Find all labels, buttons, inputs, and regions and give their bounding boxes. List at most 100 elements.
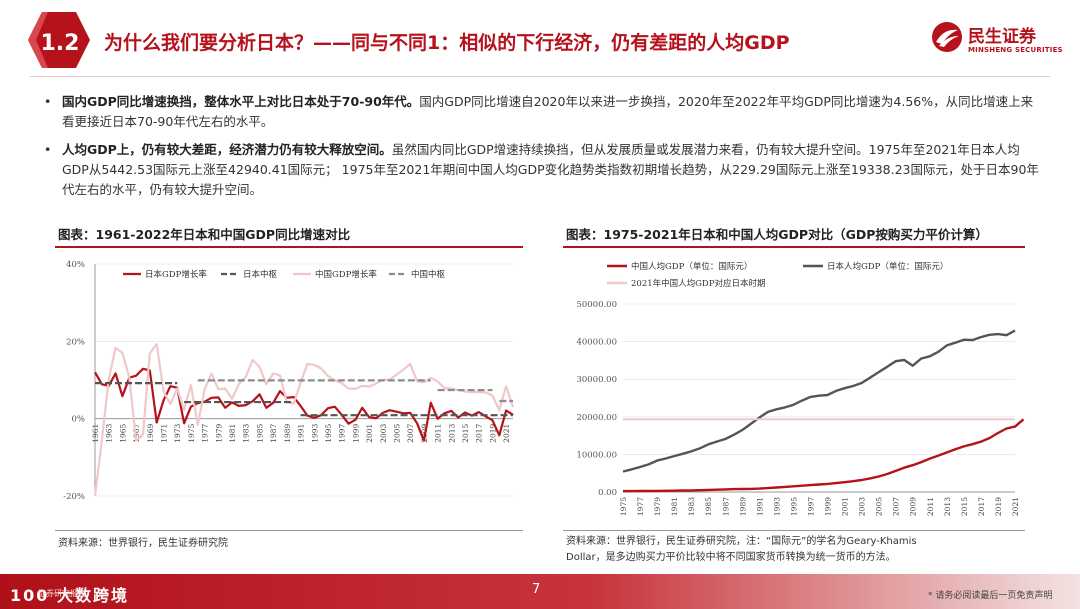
x-tick-label: 1989 — [738, 497, 747, 516]
x-tick-label: 2019 — [488, 423, 497, 442]
y-tick-label: 10000.00 — [576, 450, 617, 460]
y-tick-label: 40% — [66, 260, 85, 270]
x-tick-label: 1983 — [242, 423, 251, 442]
x-tick-label: 1967 — [132, 423, 141, 442]
logo-text-en: MINSHENG SECURITIES — [968, 46, 1063, 54]
x-tick-label: 1985 — [255, 423, 264, 442]
y-tick-label: 40000.00 — [576, 338, 617, 348]
bullet-list: • 国内GDP同比增速换挡，整体水平上对比日本处于70-90年代。国内GDP同比… — [44, 92, 1044, 208]
x-tick-label: 2019 — [994, 497, 1003, 516]
page-title: 为什么我们要分析日本？——同与不同1：相似的下行经济，仍有差距的人均GDP — [104, 32, 790, 54]
x-tick-label: 1997 — [806, 497, 815, 516]
x-tick-label: 2001 — [841, 497, 850, 516]
section-badge-shape — [28, 12, 90, 68]
x-tick-label: 1979 — [653, 497, 662, 516]
y-tick-label: 50000.00 — [576, 300, 617, 310]
x-tick-label: 1995 — [789, 497, 798, 516]
x-tick-label: 1995 — [324, 423, 333, 442]
x-tick-label: 1981 — [670, 497, 679, 516]
y-tick-label: 30000.00 — [576, 375, 617, 385]
x-tick-label: 2007 — [892, 497, 901, 516]
x-tick-label: 2021 — [1011, 497, 1020, 516]
page-number: 7 — [532, 582, 541, 597]
section-number: 1.2 — [41, 31, 80, 56]
x-tick-label: 1987 — [269, 423, 278, 442]
legend-label: 日本人均GDP（单位：国际元） — [827, 261, 948, 272]
right-chart-source-line1: 资料来源：世界银行，民生证券研究院，注：“国际元”的学名为Geary-Khami… — [566, 536, 917, 547]
y-tick-label: -20% — [63, 492, 85, 502]
series-line-1 — [93, 342, 515, 497]
x-tick-label: 2003 — [858, 497, 867, 516]
x-tick-label: 1975 — [619, 497, 628, 516]
x-tick-label: 2011 — [926, 497, 935, 516]
gdp-growth-chart: 40% 20% 0% -20% 1961 1963 1965 1967 1969 1971 1973… — [63, 260, 515, 502]
x-tick-label: 1987 — [721, 497, 730, 516]
x-tick-label: 2003 — [379, 423, 388, 442]
x-tick-label: 1989 — [283, 423, 292, 442]
bullet-dot-icon: • — [44, 142, 52, 157]
bullet-headline: 国内GDP同比增速换挡，整体水平上对比日本处于70-90年代。 — [62, 94, 420, 109]
x-tick-label: 2015 — [960, 497, 969, 516]
x-tick-label: 1975 — [187, 423, 196, 442]
x-tick-label: 2013 — [447, 423, 456, 442]
x-tick-label: 2017 — [475, 423, 484, 442]
section-badge-shade — [28, 12, 48, 68]
x-tick-label: 1993 — [310, 423, 319, 442]
legend-label: 2021年中国人均GDP对应日本时期 — [631, 278, 765, 289]
right-chart-top-rule — [563, 246, 1025, 248]
left-chart-bottom-rule — [55, 530, 523, 531]
section-badge: 1.2 — [28, 12, 90, 68]
logo-text-cn: 民生证券 — [968, 27, 1036, 47]
x-tick-label: 2007 — [406, 423, 415, 442]
x-tick-label: 1993 — [772, 497, 781, 516]
legend-label: 日本GDP增长率 — [145, 269, 207, 280]
footer-report-label: 证券研究报告 — [38, 589, 86, 598]
y-tick-label: 20% — [66, 337, 85, 347]
x-tick-label: 1965 — [118, 423, 127, 442]
legend-label: 中国中枢 — [411, 269, 446, 280]
x-tick-label: 1977 — [636, 497, 645, 516]
left-chart-top-rule — [55, 246, 523, 248]
header-divider — [30, 76, 1050, 77]
right-chart-source: 资料来源：世界银行，民生证券研究院，注：“国际元”的学名为Geary-Khami… — [566, 534, 917, 566]
x-tick-label: 2017 — [977, 497, 986, 516]
bullet-dot-icon: • — [44, 94, 52, 109]
x-tick-label: 1999 — [351, 423, 360, 442]
legend-label: 日本中枢 — [243, 269, 278, 280]
x-tick-label: 2021 — [502, 424, 511, 443]
x-tick-label: 1999 — [824, 497, 833, 516]
right-chart-bottom-rule — [563, 530, 1025, 531]
logo-icon — [932, 22, 962, 52]
x-tick-label: 1991 — [755, 497, 764, 516]
series-line-0 — [623, 418, 1025, 493]
right-chart-source-line2: Dollar，是多边购买力平价比较中将不同国家货币转换为统一货币的方法。 — [566, 552, 896, 563]
x-tick-label: 2005 — [875, 497, 884, 516]
left-chart-title: 图表：1961-2022年日本和中国GDP同比增速对比 — [58, 227, 351, 242]
y-tick-label: 0% — [72, 415, 86, 425]
x-tick-label: 2001 — [365, 424, 374, 443]
x-tick-label: 1961 — [91, 424, 100, 443]
x-tick-label: 1983 — [687, 497, 696, 516]
left-chart-source: 资料来源：世界银行，民生证券研究院 — [58, 538, 228, 549]
x-tick-label: 1991 — [297, 424, 306, 443]
legend-label: 中国GDP增长率 — [315, 269, 377, 280]
bullet-body: 国内GDP同比增速自2020年以来进一步换挡，2020年至2022年平均GDP同… — [62, 94, 1034, 129]
x-tick-label: 1977 — [201, 423, 210, 442]
x-tick-label: 1985 — [704, 497, 713, 516]
x-tick-label: 2011 — [434, 424, 443, 443]
legend-label: 中国人均GDP（单位：国际元） — [631, 261, 752, 272]
footer-disclaimer: * 请务必阅读最后一页免责声明 — [928, 591, 1053, 601]
bullet-item-gdp-growth: • 国内GDP同比增速换挡，整体水平上对比日本处于70-90年代。国内GDP同比… — [44, 92, 1044, 132]
footer-bar: 100 大数跨境 证券研究报告 7 * 请务必阅读最后一页免责声明 — [0, 574, 1080, 609]
company-logo: 民生证券 MINSHENG SECURITIES — [930, 20, 1063, 60]
x-tick-label: 2015 — [461, 423, 470, 442]
footer-watermark: 100 大数跨境 — [10, 586, 129, 605]
bullet-headline: 人均GDP上，仍有较大差距，经济潜力仍有较大释放空间。 — [62, 142, 392, 157]
right-chart-title: 图表：1975-2021年日本和中国人均GDP对比（GDP按购买力平价计算） — [566, 227, 988, 242]
x-tick-label: 1997 — [338, 423, 347, 442]
x-tick-label: 1963 — [105, 423, 114, 442]
x-tick-label: 1969 — [146, 423, 155, 442]
series-line-1 — [622, 329, 1016, 473]
x-tick-label: 2013 — [943, 497, 952, 516]
bullet-item-gdp-per-capita: • 人均GDP上，仍有较大差距，经济潜力仍有较大释放空间。虽然国内同比GDP增速… — [44, 140, 1044, 200]
